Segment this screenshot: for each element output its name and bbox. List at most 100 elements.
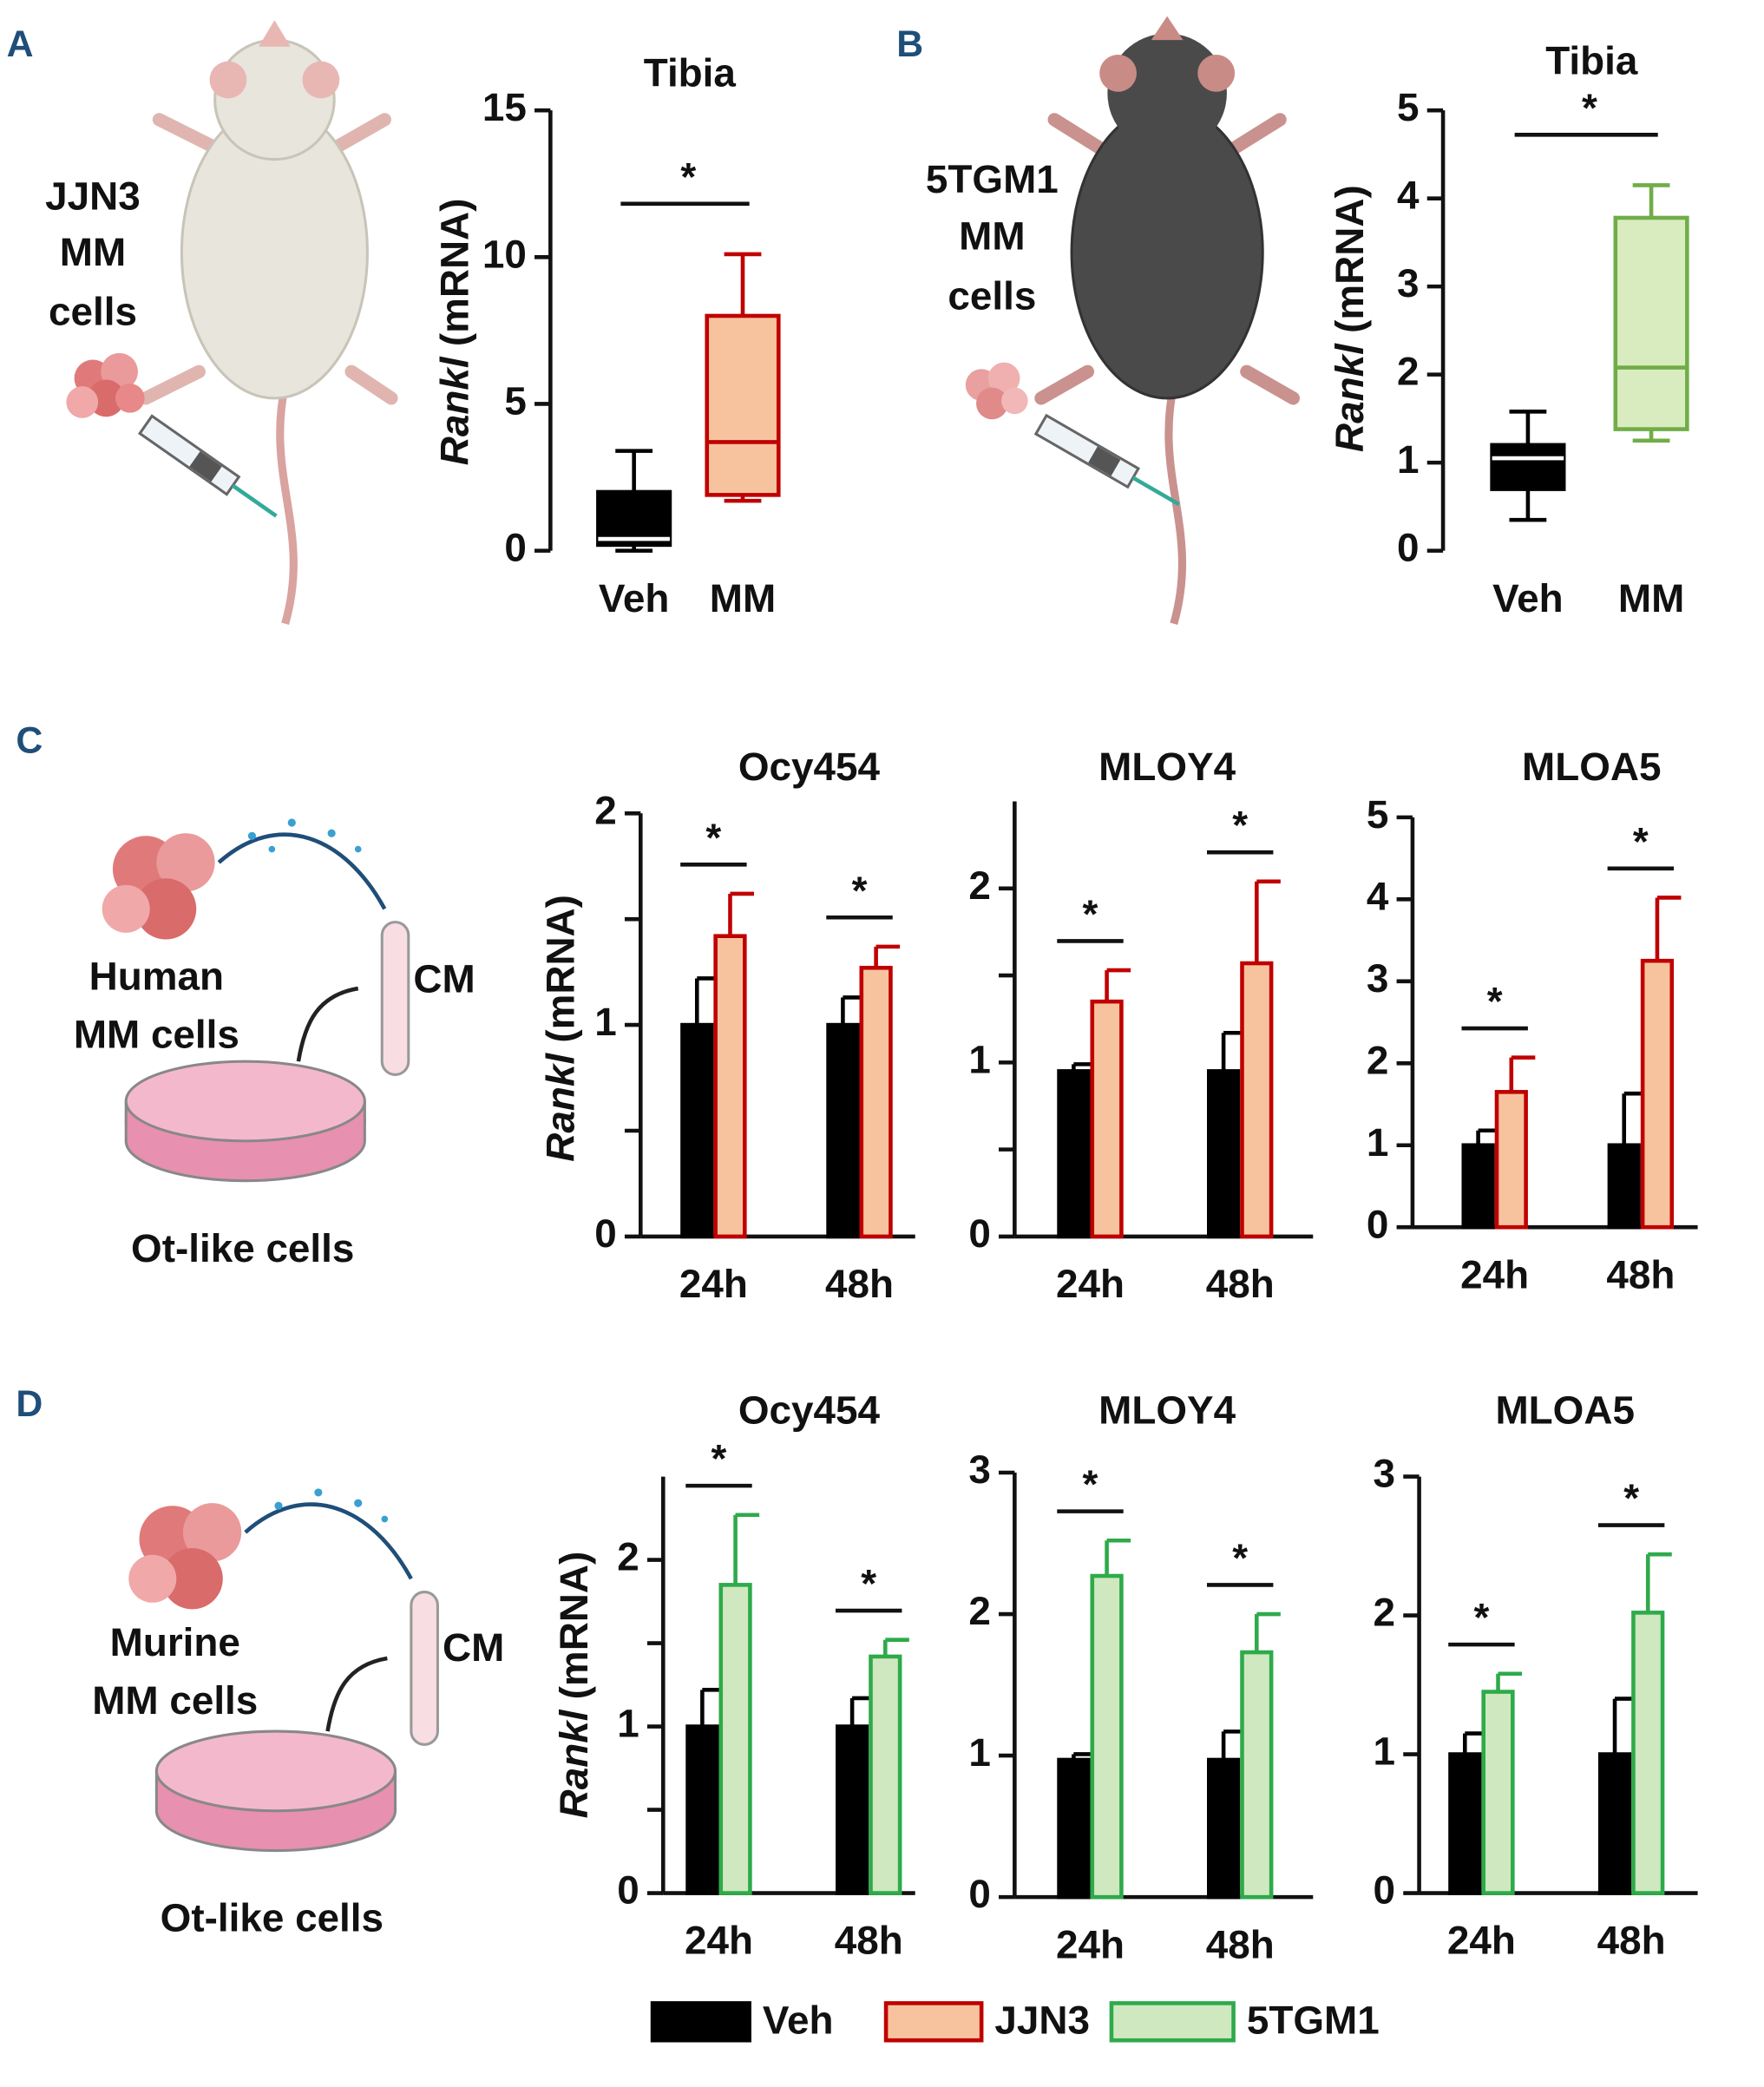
illustration-label: Ot-like cells — [161, 1895, 384, 1940]
illustration-label: MM cells — [92, 1677, 258, 1723]
chart-title: MLOY4 — [1098, 1387, 1236, 1432]
illustration-label: JJN3 — [45, 174, 141, 219]
cm-illustration — [128, 1488, 439, 1853]
bar — [1090, 1573, 1124, 1900]
illustration-label: cells — [948, 272, 1036, 318]
y-tick-label: 2 — [1374, 1590, 1396, 1635]
bar — [859, 965, 893, 1239]
significance-label: * — [1623, 1475, 1639, 1520]
mouse-illustration — [1034, 16, 1300, 625]
illustration-label: cells — [49, 289, 137, 334]
cell-cluster — [965, 362, 1028, 420]
y-axis-label-part: (mRNA) — [551, 1552, 596, 1700]
y-tick-label: 5 — [1397, 84, 1420, 129]
legend-label: 5TGM1 — [1247, 1997, 1380, 2042]
bar — [713, 934, 747, 1239]
bar — [685, 1724, 719, 1895]
bar — [826, 1022, 860, 1239]
y-tick-label: 2 — [1397, 349, 1420, 394]
y-tick-label: 0 — [617, 1867, 639, 1913]
x-tick-label: 24h — [1447, 1918, 1516, 1963]
significance-label: * — [1487, 979, 1503, 1024]
chart-title: Ocy454 — [738, 744, 881, 789]
bar — [1090, 999, 1124, 1239]
panel-letter: A — [7, 23, 34, 65]
syringe — [1033, 413, 1180, 507]
legend-swatch — [883, 2001, 984, 2043]
y-tick-label: 0 — [1367, 1201, 1389, 1246]
significance-label: * — [861, 1561, 876, 1606]
illustration-label: Ot-like cells — [131, 1225, 354, 1270]
y-axis-label: Rankl (mRNA) — [551, 1552, 596, 1819]
x-tick-label: 48h — [835, 1918, 903, 1963]
y-tick-label: 2 — [594, 787, 617, 832]
panel-letter: D — [16, 1383, 43, 1425]
box — [1613, 215, 1689, 431]
bar — [680, 1022, 714, 1239]
chart-title: Tibia — [1545, 38, 1638, 83]
x-tick-label: 48h — [825, 1261, 894, 1306]
y-tick-label: 5 — [504, 378, 527, 423]
significance-label: * — [705, 815, 721, 860]
y-axis-label-part: Rankl — [551, 1709, 596, 1818]
y-tick-label: 5 — [1367, 791, 1389, 837]
bar — [1057, 1757, 1091, 1900]
x-tick-label: 48h — [1206, 1261, 1275, 1306]
illustration-label: 5TGM1 — [926, 156, 1059, 201]
y-tick-label: 0 — [594, 1211, 617, 1256]
y-tick-label: 3 — [1374, 1451, 1396, 1496]
syringe — [137, 414, 278, 518]
bar — [1206, 1757, 1241, 1900]
box — [596, 489, 672, 548]
bar — [1481, 1690, 1515, 1895]
y-axis-label-part: Rankl — [1327, 343, 1372, 452]
panel-letter: C — [16, 720, 43, 762]
y-tick-label: 10 — [482, 231, 527, 276]
y-tick-label: 0 — [1374, 1867, 1396, 1913]
y-tick-label: 0 — [968, 1211, 991, 1256]
bar — [1448, 1752, 1482, 1895]
x-tick-label: 24h — [679, 1261, 748, 1306]
legend-swatch — [650, 2001, 751, 2043]
y-tick-label: 4 — [1397, 173, 1420, 218]
bar — [1461, 1143, 1495, 1230]
bar — [1057, 1069, 1091, 1239]
cm-illustration — [102, 818, 410, 1183]
chart-title: MLOY4 — [1098, 744, 1236, 789]
x-tick-label: MM — [1618, 575, 1684, 620]
y-tick-label: 3 — [1397, 260, 1420, 305]
cell-cluster — [66, 352, 145, 418]
y-tick-label: 1 — [1367, 1119, 1389, 1165]
illustration-label: MM — [60, 229, 126, 274]
y-tick-label: 2 — [968, 863, 991, 908]
mouse-illustration — [139, 20, 398, 625]
y-tick-label: 2 — [1367, 1037, 1389, 1082]
y-tick-label: 1 — [617, 1701, 639, 1746]
significance-label: * — [1083, 1461, 1098, 1506]
y-axis-label: Rankl (mRNA) — [431, 199, 476, 466]
y-tick-label: 1 — [968, 1036, 991, 1081]
y-tick-label: 1 — [1397, 436, 1420, 482]
x-tick-label: 48h — [1206, 1921, 1275, 1966]
illustration-label: Human — [89, 953, 224, 998]
bar — [1640, 958, 1675, 1230]
y-tick-label: 2 — [617, 1534, 639, 1579]
y-tick-label: 0 — [968, 1871, 991, 1916]
x-tick-label: 48h — [1597, 1918, 1666, 1963]
significance-label: * — [1582, 85, 1597, 130]
x-tick-label: 24h — [685, 1918, 753, 1963]
bar — [1240, 1650, 1274, 1900]
x-tick-label: 24h — [1056, 1921, 1125, 1966]
legend-label: Veh — [763, 1997, 834, 2042]
bar — [1607, 1143, 1641, 1230]
y-axis-label-part: (mRNA) — [538, 895, 583, 1043]
legend-label: JJN3 — [994, 1997, 1090, 2042]
x-tick-label: Veh — [1492, 575, 1564, 620]
x-tick-label: 24h — [1056, 1261, 1125, 1306]
y-axis-label-part: Rankl — [538, 1053, 583, 1162]
significance-label: * — [712, 1436, 727, 1481]
bar — [835, 1724, 869, 1895]
y-axis-label-part: (mRNA) — [1327, 185, 1372, 333]
y-tick-label: 0 — [504, 525, 527, 570]
y-tick-label: 1 — [594, 999, 617, 1044]
